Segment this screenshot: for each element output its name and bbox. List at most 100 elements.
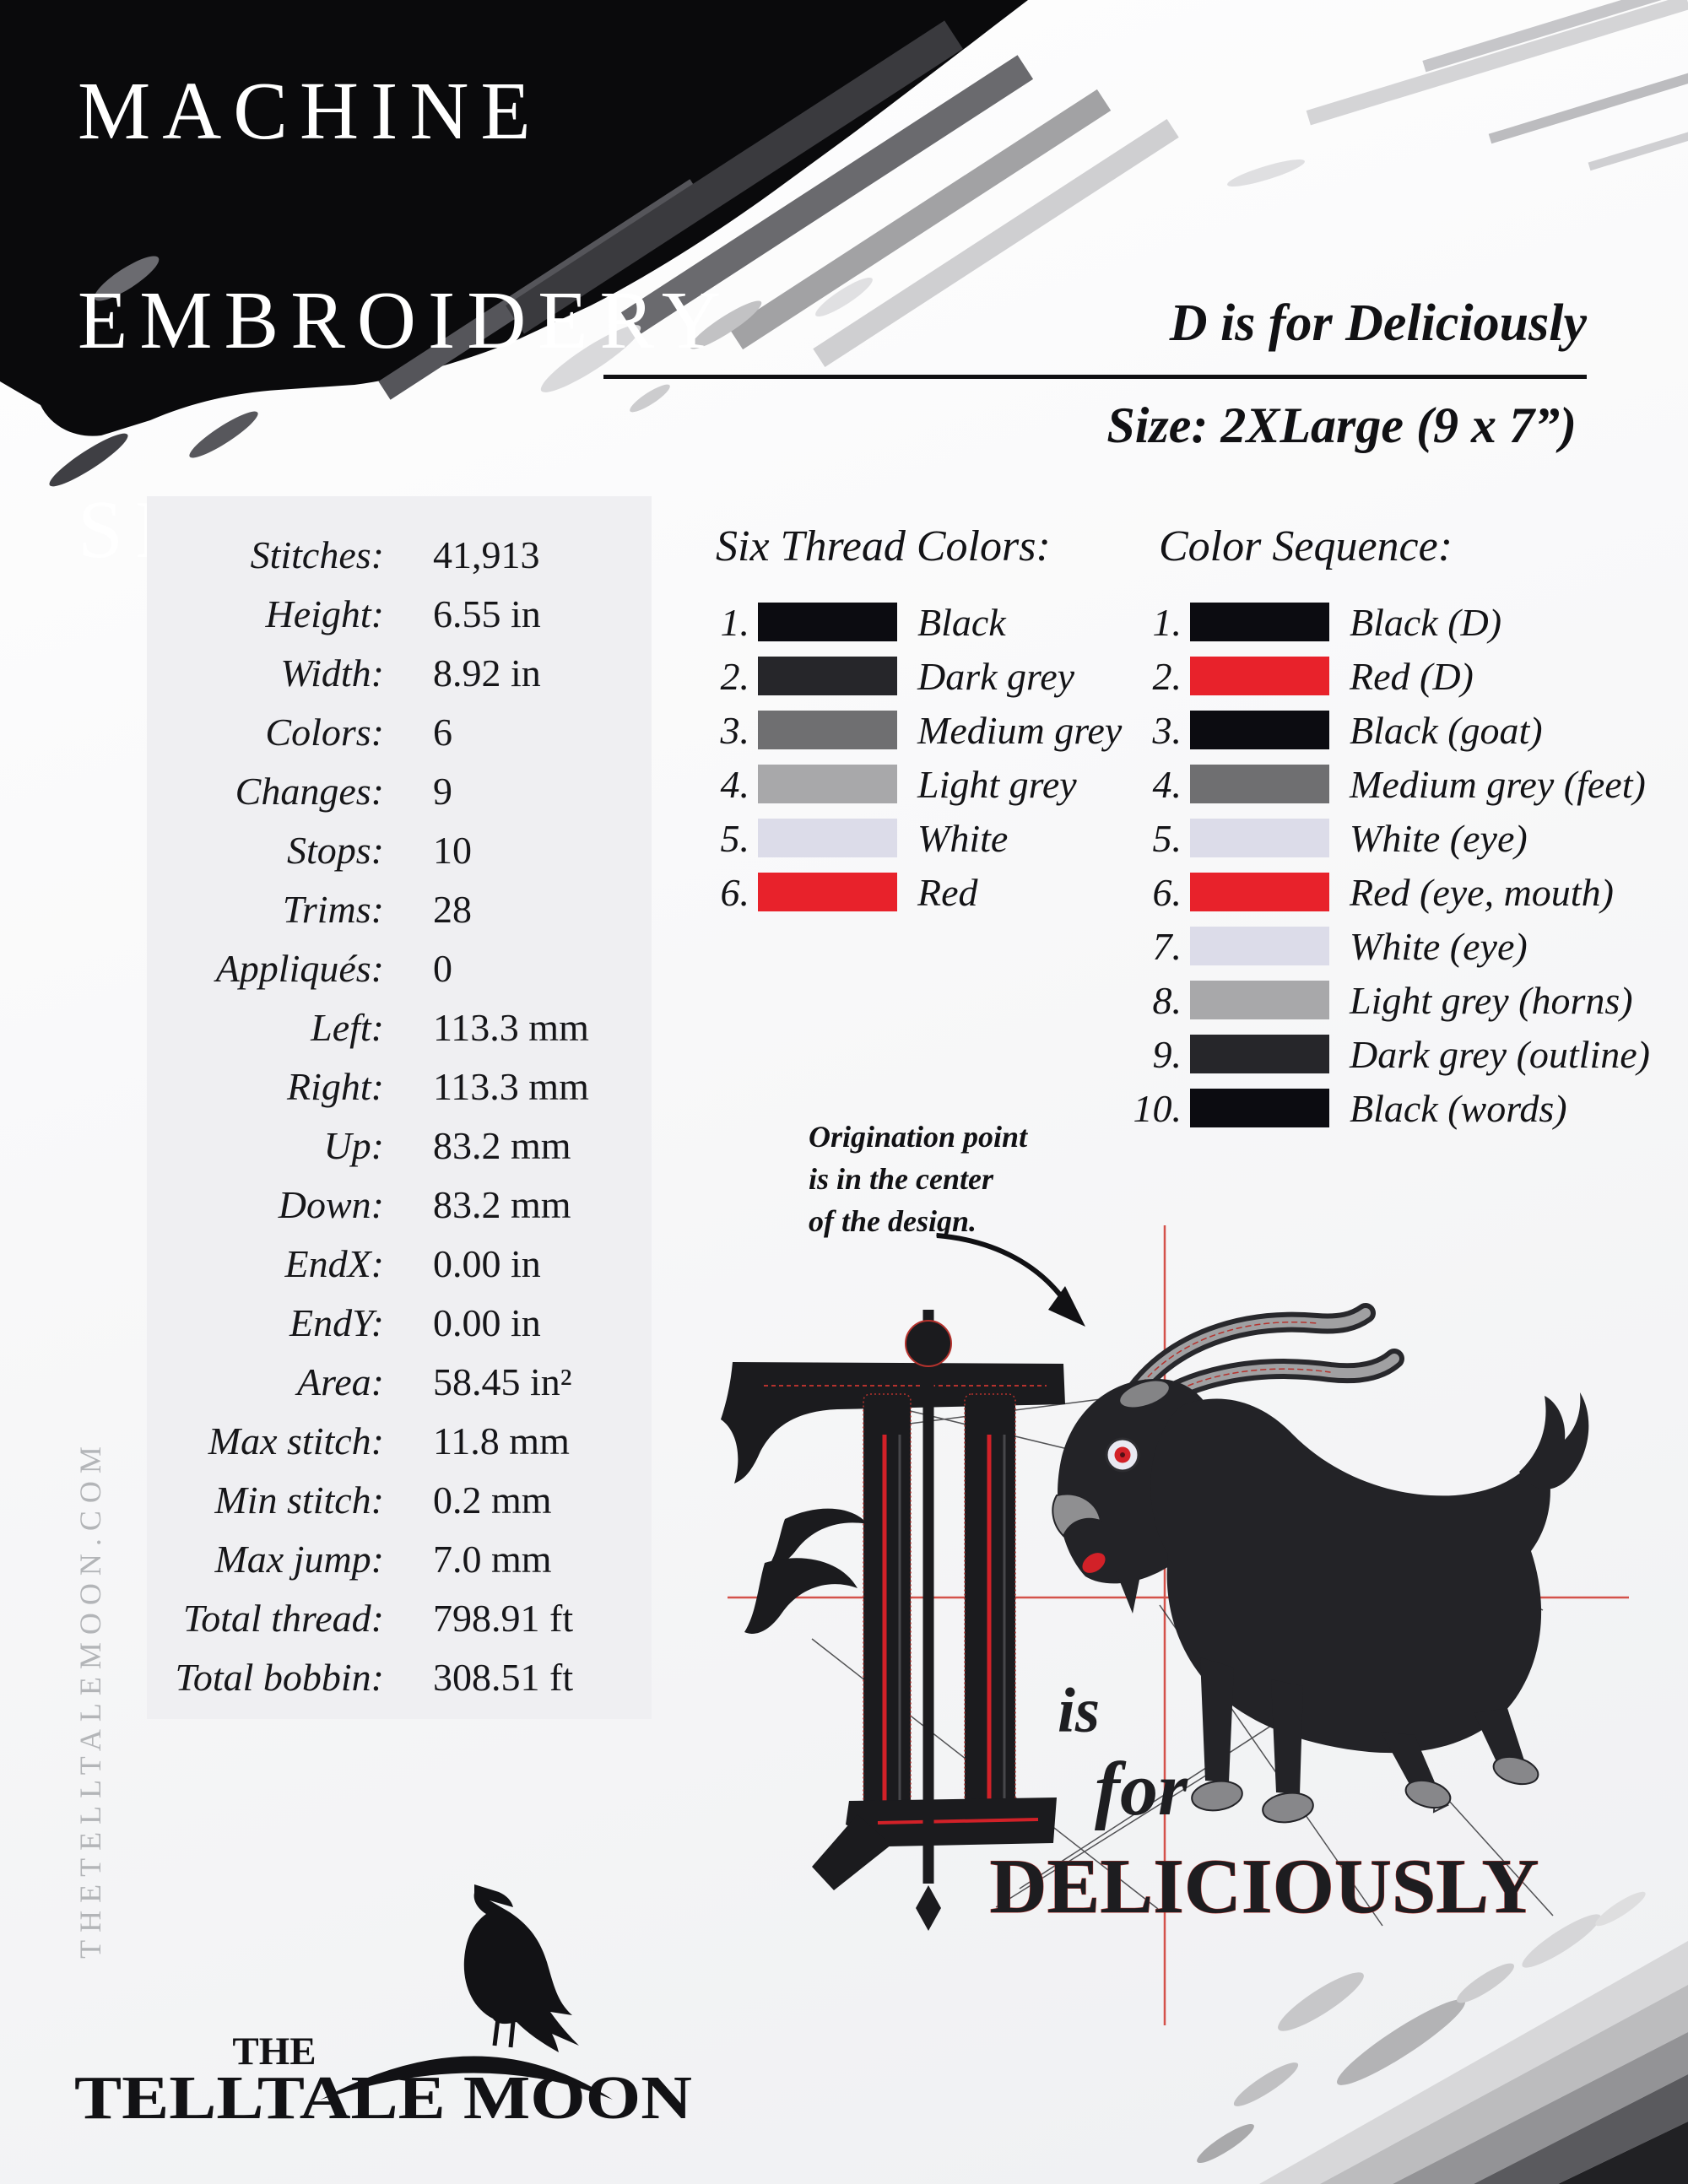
stat-label: Height: [265,592,384,635]
sequence-color-swatch [1190,603,1329,641]
thread-color-label: Red [917,870,978,914]
stat-label: Right: [287,1064,384,1108]
stat-row-left: Left: 113.3 mm [147,997,652,1057]
origination-note-line: Origination point [809,1120,1028,1154]
stat-value: 58.45 in² [433,1360,572,1403]
stat-label: Left: [311,1005,384,1049]
sequence-color-label: Dark grey (outline) [1350,1032,1650,1076]
thread-color-label: Black [917,600,1006,644]
thread-color-swatch [758,603,897,641]
sequence-color-label: Black (words) [1350,1086,1567,1130]
color-sequence-row: 7. White (eye) [1131,919,1650,973]
script-is: is [1058,1676,1100,1746]
sequence-color-swatch [1190,927,1329,965]
stat-row-colors: Colors: 6 [147,702,652,761]
color-sequence-row: 1. Black (D) [1131,595,1650,649]
stat-label: Stops: [287,828,384,872]
moon-arc-icon [321,2056,613,2100]
title-divider [603,375,1587,379]
stat-value: 9 [433,769,452,813]
corner-brush-topright [1227,0,1688,187]
page-title-line1: MACHINE [78,66,543,156]
row-number: 4. [720,762,750,806]
stat-label: Trims: [282,887,384,931]
stat-value: 0.00 in [433,1241,541,1285]
stat-row-endy: EndY: 0.00 in [147,1293,652,1352]
row-number: 4. [1152,762,1182,806]
thread-color-swatch [758,711,897,749]
stat-label: Total thread: [182,1596,384,1640]
sequence-color-label: Light grey (horns) [1350,978,1633,1022]
stat-value: 113.3 mm [433,1005,589,1049]
stat-value: 11.8 mm [433,1419,570,1462]
color-sequence-row: 8. Light grey (horns) [1131,973,1650,1027]
stat-value: 41,913 [433,532,540,576]
gothic-d-illustration [721,1310,1065,1931]
row-number: 1. [720,600,750,644]
color-sequence-row: 5. White (eye) [1131,811,1650,865]
header-brush-texture [0,0,1688,487]
sequence-color-swatch [1190,1035,1329,1073]
stat-row-stitches: Stitches: 41,913 [147,525,652,584]
stat-value: 83.2 mm [433,1123,571,1167]
sequence-color-swatch [1190,819,1329,857]
sequence-color-swatch [1190,981,1329,1019]
color-sequence-row: 10. Black (words) [1131,1081,1650,1135]
thread-color-row: 4. Light grey [716,757,1122,811]
stat-label: Min stitch: [214,1478,384,1522]
stat-row-min-stitch: Min stitch: 0.2 mm [147,1470,652,1529]
thread-color-row: 5. White [716,811,1122,865]
row-number: 6. [720,870,750,914]
thread-color-row: 2. Dark grey [716,649,1122,703]
sequence-color-swatch [1190,765,1329,803]
color-sequence-row: 3. Black (goat) [1131,703,1650,757]
brush-flecks [1197,1891,1646,2164]
row-number: 3. [1152,708,1182,752]
design-name: D is for Deliciously [1169,295,1587,352]
stat-value: 0.2 mm [433,1478,552,1522]
stat-label: EndX: [284,1241,384,1285]
sequence-color-swatch [1190,711,1329,749]
stat-label: EndY: [289,1300,384,1344]
row-number: 8. [1152,978,1182,1022]
stat-row-total-thread: Total thread: 798.91 ft [147,1588,652,1647]
row-number: 6. [1152,870,1182,914]
stat-row-down: Down: 83.2 mm [147,1175,652,1234]
stat-label: Area: [296,1360,384,1403]
stats-panel: Stitches: 41,913 Height: 6.55 in Width: 8.9… [147,496,652,1719]
thread-colors-list: 1. Black 2. Dark grey 3. Medium grey 4. Ligh… [716,595,1123,919]
row-number: 1. [1152,600,1182,644]
stat-value: 10 [433,828,472,872]
stat-row-changes: Changes: 9 [147,761,652,820]
size-label: Size: 2XLarge (9 x 7”) [1106,397,1577,453]
row-number: 3. [720,708,750,752]
color-sequence-list: 1. Black (D) 2. Red (D) 3. Black (goat) 4. M… [1131,595,1650,1135]
brand-name: TELLTALE MOON [74,2063,692,2132]
thread-color-swatch [758,873,897,911]
thread-color-label: White [917,816,1009,860]
sequence-color-swatch [1190,873,1329,911]
stat-row-endx: EndX: 0.00 in [147,1234,652,1293]
crow-icon [463,1884,579,2052]
stat-label: Changes: [235,769,384,813]
stat-label: Colors: [265,710,384,754]
row-number: 2. [1152,654,1182,698]
stat-row-up: Up: 83.2 mm [147,1116,652,1175]
stat-row-max-stitch: Max stitch: 11.8 mm [147,1411,652,1470]
deliciously-wordmark: DELICIOUSLY [990,1843,1539,1929]
stat-value: 0 [433,946,452,990]
color-sequence-row: 2. Red (D) [1131,649,1650,703]
row-number: 5. [1152,816,1182,860]
sequence-color-label: Red (eye, mouth) [1350,870,1614,914]
origination-note-line: is in the center [809,1162,994,1196]
stat-value: 798.91 ft [433,1596,574,1640]
script-for: for [1095,1748,1188,1831]
goat-legs [1200,1657,1524,1794]
thread-color-row: 3. Medium grey [716,703,1123,757]
sequence-color-label: Medium grey (feet) [1350,762,1646,806]
sequence-color-label: Black (goat) [1350,708,1543,752]
sequence-color-swatch [1190,657,1329,695]
goat-body [1150,1398,1550,1754]
stat-label: Total bobbin: [175,1655,384,1699]
thread-color-swatch [758,765,897,803]
